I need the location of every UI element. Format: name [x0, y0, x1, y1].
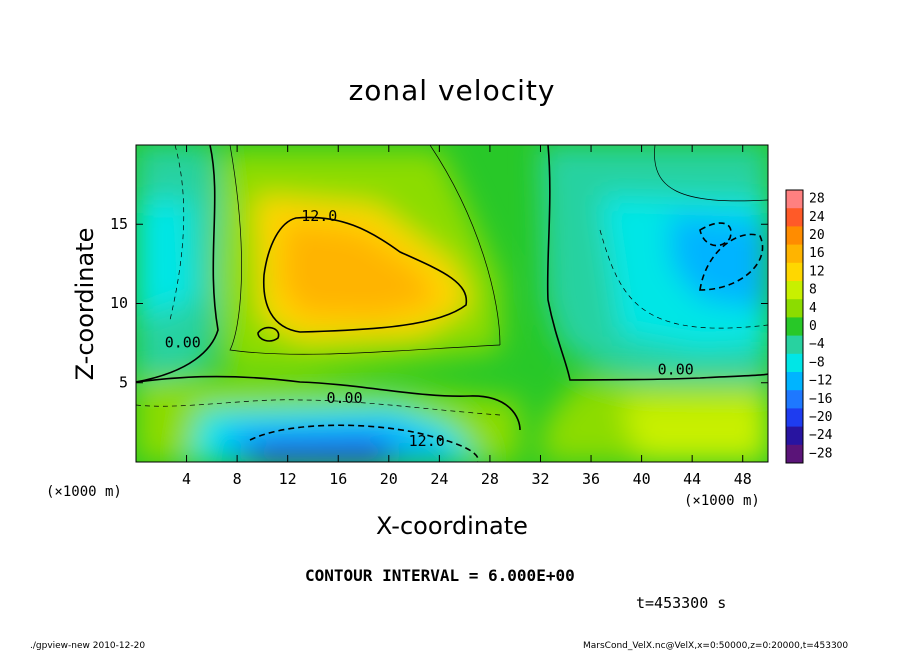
contour-line — [229, 145, 501, 355]
colorbar-label: 4 — [809, 301, 817, 316]
velocity-field — [136, 145, 768, 462]
footer-right: MarsCond_VelX.nc@VelX,x=0:50000,z=0:2000… — [583, 641, 849, 651]
contour-line — [699, 222, 732, 247]
time-stamp: t=453300 s — [636, 594, 727, 612]
y-unit-label: (×1000 m) — [46, 484, 122, 500]
colorbar-label: −28 — [809, 446, 832, 461]
x-tick-label: 48 — [734, 470, 752, 488]
contour-line — [257, 326, 280, 342]
colorbar-swatch — [786, 444, 803, 464]
colorbar-label: 28 — [809, 192, 825, 207]
y-tick-label: 10 — [110, 294, 128, 312]
contour-label: 0.00 — [165, 334, 201, 352]
field-shading — [136, 145, 768, 462]
x-tick-label: 28 — [481, 470, 499, 488]
x-tick-label: 32 — [531, 470, 549, 488]
colorbar-label: 24 — [809, 210, 825, 225]
x-tick-label: 16 — [329, 470, 347, 488]
x-tick-label: 20 — [380, 470, 398, 488]
colorbar-label: 0 — [809, 319, 817, 334]
x-tick-label: 44 — [683, 470, 701, 488]
colorbar-label: −12 — [809, 374, 832, 389]
y-axis-label: Z-coordinate — [71, 228, 99, 381]
contour-line — [429, 145, 501, 346]
footer-left: ./gpview-new 2010-12-20 — [30, 641, 146, 651]
x-tick-label: 4 — [182, 470, 191, 488]
colorbar-swatch — [786, 335, 803, 355]
colorbar-label: 20 — [809, 228, 825, 243]
x-axis-label: X-coordinate — [0, 512, 904, 540]
colorbar-swatch — [786, 190, 803, 209]
contour-labels: 12.0 0.00 0.00 12.0 0.00 — [165, 207, 694, 450]
colorbar-swatch — [786, 262, 803, 282]
contour-label: 12.0 — [409, 432, 445, 450]
colorbar-swatch — [786, 390, 803, 409]
x-tick-label: 40 — [633, 470, 651, 488]
contour-interval: CONTOUR INTERVAL = 6.000E+00 — [305, 566, 575, 585]
contour-label: 0.00 — [658, 361, 694, 379]
contour-line — [136, 375, 521, 431]
contour-line — [599, 229, 768, 329]
contour-label: 12.0 — [301, 207, 337, 225]
contour-line — [654, 145, 768, 202]
colorbar-label: 12 — [809, 264, 825, 279]
x-unit-label: (×1000 m) — [684, 493, 760, 509]
y-axis: 5 10 15 — [110, 215, 768, 391]
contour-line — [136, 145, 219, 383]
contour-line — [262, 216, 468, 333]
colorbar-label: −20 — [809, 410, 832, 425]
colorbar-swatch — [786, 299, 803, 318]
colorbar-label: −24 — [809, 428, 833, 443]
x-tick-label: 12 — [279, 470, 297, 488]
y-tick-label: 5 — [119, 373, 128, 391]
colorbar-swatch — [786, 244, 803, 264]
contour-lines — [136, 145, 768, 462]
contour-line — [699, 233, 764, 291]
x-axis: 4 8 12 16 20 24 28 32 36 40 44 48 — [182, 145, 752, 488]
colorbar-label: −8 — [809, 355, 825, 370]
field-region — [620, 398, 768, 462]
colorbar: 28 24 20 16 12 8 4 0 −4 −8 −12 −16 −20 −24 −28 — [785, 189, 833, 464]
colorbar-label: −16 — [809, 392, 832, 407]
contour-line — [169, 145, 185, 321]
colorbar-swatch — [786, 408, 803, 428]
contour-line — [136, 399, 501, 416]
field-region — [670, 215, 768, 310]
colorbar-frame — [785, 189, 804, 464]
colorbar-label: 16 — [809, 246, 825, 261]
x-tick-label: 24 — [430, 470, 448, 488]
field-region — [245, 438, 400, 462]
contour-label: 0.00 — [326, 389, 362, 407]
colorbar-swatch — [786, 426, 803, 446]
x-tick-label: 36 — [582, 470, 600, 488]
contour-line — [546, 145, 768, 381]
colorbar-label: 8 — [809, 283, 817, 298]
colorbar-swatch — [786, 281, 803, 300]
colorbar-swatch — [786, 372, 803, 391]
colorbar-swatch — [786, 317, 803, 337]
x-axis-label-text: X-coordinate — [376, 512, 528, 540]
y-tick-label: 15 — [110, 215, 128, 233]
colorbar-swatch — [786, 353, 803, 373]
colorbar-swatch — [786, 226, 803, 246]
chart-title: zonal velocity — [348, 74, 556, 107]
x-tick-label: 8 — [233, 470, 242, 488]
y-axis-label-text: Z-coordinate — [71, 228, 99, 381]
colorbar-swatch — [786, 208, 803, 227]
colorbar-label: −4 — [809, 337, 825, 352]
field-region — [136, 200, 195, 320]
field-region — [280, 220, 440, 318]
